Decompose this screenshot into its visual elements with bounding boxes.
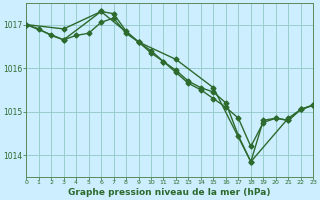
X-axis label: Graphe pression niveau de la mer (hPa): Graphe pression niveau de la mer (hPa) [68,188,271,197]
